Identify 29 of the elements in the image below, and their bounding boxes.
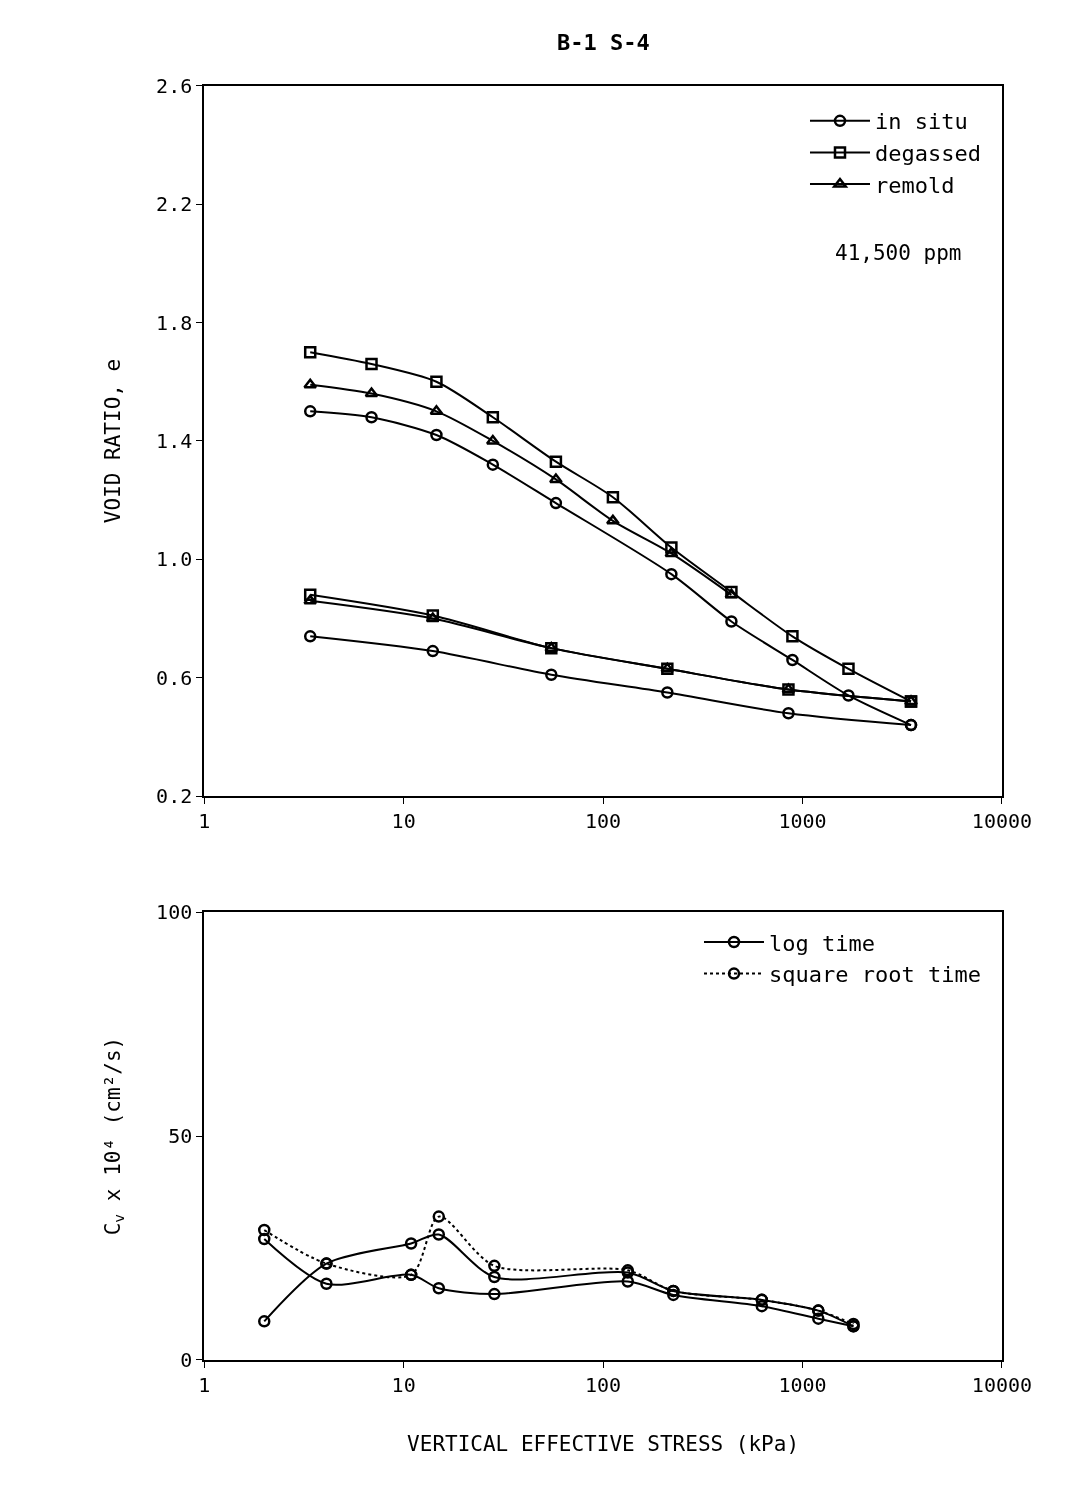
x-tick-label: 10 bbox=[391, 809, 416, 834]
x-tick-label: 1000 bbox=[778, 809, 827, 834]
y-tick-label: 0 bbox=[180, 1347, 193, 1372]
y-tick-label: 50 bbox=[168, 1124, 193, 1149]
x-axis-title: VERTICAL EFFECTIVE STRESS (kPa) bbox=[407, 1431, 800, 1456]
x-tick-label: 10000 bbox=[971, 1372, 1033, 1397]
legend-label: in situ bbox=[875, 109, 968, 135]
x-tick-label: 10000 bbox=[971, 809, 1033, 834]
x-tick-label: 100 bbox=[585, 809, 622, 834]
x-tick-label: 1 bbox=[198, 809, 211, 834]
y-tick-label: 2.6 bbox=[156, 73, 193, 98]
x-tick-label: 100 bbox=[585, 1372, 622, 1397]
y-tick-label: 100 bbox=[156, 900, 193, 925]
y-tick-label: 0.6 bbox=[156, 665, 193, 690]
y-tick-label: 1.4 bbox=[156, 428, 193, 453]
legend-label: degassed bbox=[875, 140, 981, 166]
chart-title: B-1 S-4 bbox=[557, 30, 650, 55]
legend-label: square root time bbox=[769, 962, 981, 988]
annotation: 41,500 ppm bbox=[835, 241, 962, 265]
y-tick-label: 1.0 bbox=[156, 547, 193, 572]
y-tick-label: 1.8 bbox=[156, 310, 193, 335]
x-tick-label: 1000 bbox=[778, 1372, 827, 1397]
x-tick-label: 1 bbox=[198, 1372, 211, 1397]
legend-label: remold bbox=[875, 172, 955, 198]
legend-label: log time bbox=[769, 930, 875, 956]
y-axis-title: VOID RATIO, e bbox=[100, 358, 125, 524]
y-tick-label: 2.2 bbox=[156, 192, 193, 217]
y-tick-label: 0.2 bbox=[156, 784, 193, 809]
x-tick-label: 10 bbox=[391, 1372, 416, 1397]
